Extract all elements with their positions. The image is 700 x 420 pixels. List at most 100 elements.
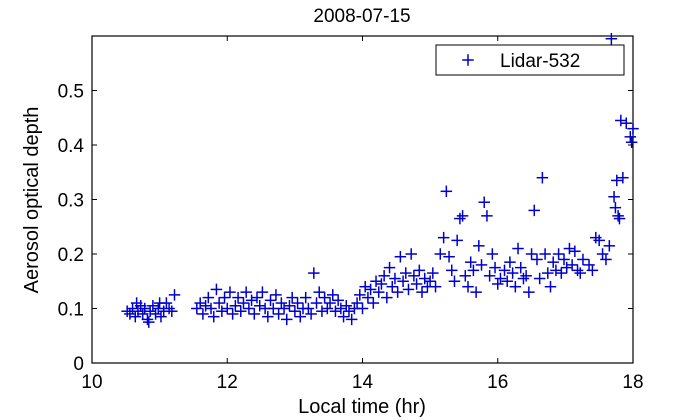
data-point xyxy=(494,272,507,285)
data-point xyxy=(586,264,599,277)
data-point xyxy=(443,250,455,263)
data-point xyxy=(478,196,490,208)
data-point xyxy=(213,297,225,309)
data-point xyxy=(397,275,409,287)
data-point xyxy=(313,286,325,298)
x-tick-label: 12 xyxy=(217,372,238,393)
data-point xyxy=(514,261,527,274)
data-point xyxy=(405,248,417,260)
data-point xyxy=(364,283,377,296)
y-tick-label: 0.3 xyxy=(58,191,84,212)
legend-label: Lidar-532 xyxy=(500,51,580,72)
data-point xyxy=(272,308,285,320)
data-point xyxy=(625,136,638,149)
y-tick-label: 0.2 xyxy=(58,245,84,266)
data-point xyxy=(389,272,401,285)
data-point xyxy=(429,280,442,293)
y-tick-label: 0.5 xyxy=(58,82,84,103)
data-point xyxy=(281,313,293,326)
data-point xyxy=(483,270,496,282)
data-point xyxy=(294,310,307,323)
data-point xyxy=(197,308,209,320)
data-point xyxy=(467,264,480,277)
data-point xyxy=(440,185,453,198)
data-point xyxy=(448,275,461,287)
data-point xyxy=(237,297,250,309)
data-point xyxy=(166,305,178,317)
x-tick-label: 14 xyxy=(352,372,374,393)
data-point xyxy=(326,289,339,301)
data-point xyxy=(523,286,535,298)
data-point xyxy=(345,313,358,326)
data-point xyxy=(400,267,412,279)
data-point xyxy=(624,131,637,143)
data-point xyxy=(413,264,426,277)
data-point xyxy=(446,264,458,277)
data-point xyxy=(367,297,380,309)
y-axis-label: Aerosol optical depth xyxy=(21,107,43,294)
data-point xyxy=(544,280,557,293)
data-point xyxy=(462,280,474,293)
data-point xyxy=(391,286,404,298)
data-point xyxy=(240,286,252,298)
data-points xyxy=(121,32,639,328)
data-point xyxy=(617,171,629,184)
data-point xyxy=(603,240,616,252)
data-point xyxy=(153,297,166,309)
data-point xyxy=(464,256,477,268)
data-point xyxy=(224,286,236,298)
data-point xyxy=(356,302,369,315)
data-point xyxy=(207,310,220,323)
data-point xyxy=(608,191,620,203)
legend-marker-icon xyxy=(462,54,474,66)
data-point xyxy=(267,302,279,315)
data-point xyxy=(375,278,388,290)
x-axis-label: Local time (hr) xyxy=(298,396,426,418)
data-point xyxy=(168,289,181,301)
data-point xyxy=(262,310,274,323)
data-point xyxy=(427,267,439,279)
data-point xyxy=(533,272,546,285)
data-point xyxy=(218,291,231,304)
data-point xyxy=(611,174,623,187)
data-point xyxy=(473,240,485,252)
data-point xyxy=(362,291,374,304)
data-point xyxy=(232,291,244,304)
data-point xyxy=(378,270,390,282)
data-point xyxy=(243,302,255,315)
data-point xyxy=(512,242,524,255)
data-point xyxy=(525,248,538,260)
data-point xyxy=(337,310,350,323)
data-point xyxy=(270,289,282,301)
data-point xyxy=(506,267,519,279)
data-point xyxy=(558,253,570,266)
data-point xyxy=(210,283,223,296)
data-point xyxy=(248,308,261,320)
data-point xyxy=(531,253,543,266)
data-point xyxy=(486,248,499,260)
data-point xyxy=(143,316,155,328)
data-point xyxy=(609,201,622,214)
data-point xyxy=(620,117,632,129)
data-point xyxy=(509,280,522,293)
data-point xyxy=(408,270,420,282)
data-point xyxy=(386,280,399,293)
data-point xyxy=(459,270,472,282)
data-point xyxy=(574,267,587,279)
data-point xyxy=(136,308,149,320)
data-point xyxy=(264,294,277,307)
x-tick-label: 16 xyxy=(487,372,508,393)
data-point xyxy=(310,297,323,309)
data-point xyxy=(221,302,233,315)
y-tick-label: 0.1 xyxy=(58,300,84,321)
data-point xyxy=(381,291,393,304)
data-point xyxy=(229,300,242,312)
legend: Lidar-532 xyxy=(435,44,625,76)
data-point xyxy=(437,231,450,244)
data-point xyxy=(205,302,217,315)
data-point xyxy=(283,300,296,312)
data-point xyxy=(504,256,516,268)
data-point xyxy=(372,286,385,298)
data-point xyxy=(434,248,447,260)
data-point xyxy=(600,253,612,266)
